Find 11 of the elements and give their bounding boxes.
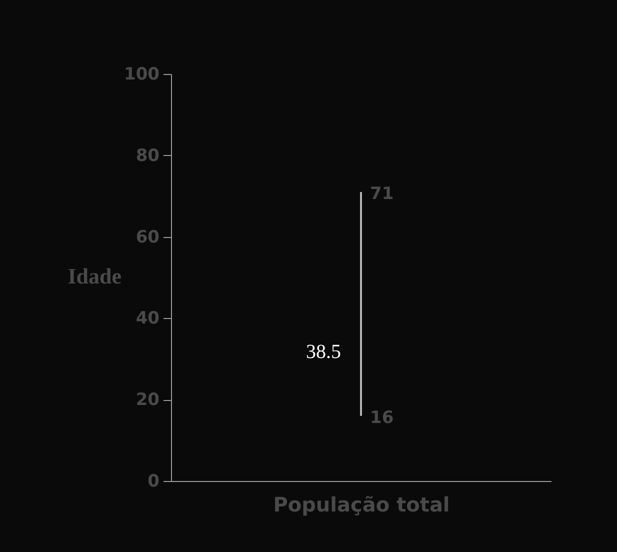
y-tick-label: 0 xyxy=(148,472,160,492)
annotation: 71 xyxy=(370,184,394,204)
y-tick-label: 40 xyxy=(136,308,160,329)
y-axis-title: Idade xyxy=(68,264,122,288)
annotation: 16 xyxy=(370,408,394,428)
y-tick-label: 20 xyxy=(136,390,160,410)
y-tick-label: 100 xyxy=(124,64,160,84)
y-tick-label: 60 xyxy=(136,227,160,248)
y-tick-label: 80 xyxy=(136,146,160,166)
x-axis-title: População total xyxy=(273,492,450,516)
annotation: 38.5 xyxy=(306,341,341,364)
